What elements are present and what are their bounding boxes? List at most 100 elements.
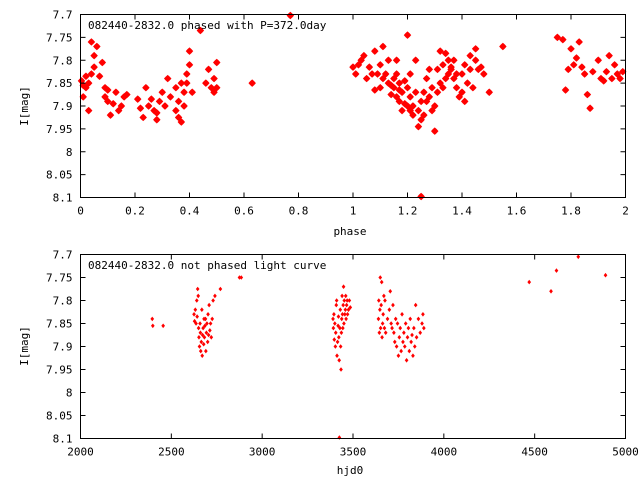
- raw-data-point: [394, 344, 399, 349]
- phased-data-point: [608, 74, 616, 83]
- raw-data-point: [192, 312, 196, 317]
- phased-data-point: [417, 192, 425, 201]
- raw-data-point: [400, 312, 404, 317]
- phased-data-point: [163, 74, 172, 83]
- phased-data-point: [433, 65, 442, 74]
- phased-y-tick-label: 8: [66, 146, 73, 159]
- phased-data-point: [87, 70, 96, 78]
- phased-data-point: [183, 79, 191, 87]
- phased-data-point: [144, 102, 153, 110]
- phased-data-point: [392, 56, 401, 64]
- phased-data-point: [499, 42, 507, 51]
- phased-data-point: [204, 65, 213, 74]
- phased-data-point: [390, 83, 398, 92]
- raw-data-point: [408, 316, 413, 322]
- phased-data-point: [398, 106, 406, 115]
- raw-data-point: [336, 314, 341, 319]
- phased-data-point: [594, 56, 602, 64]
- raw-data-point: [205, 321, 209, 326]
- phased-data-point: [439, 61, 447, 69]
- raw-data-point: [395, 321, 400, 326]
- phased-data-point: [210, 88, 218, 97]
- raw-data-point: [331, 325, 336, 331]
- raw-x-tick-label: 4500: [521, 446, 548, 459]
- phased-data-point: [387, 90, 395, 99]
- phased-data-point: [87, 38, 96, 46]
- raw-data-point: [338, 344, 343, 349]
- phased-data-point: [575, 38, 583, 46]
- phased-data-point: [561, 86, 570, 94]
- phased-data-point: [368, 70, 376, 78]
- raw-data-point: [202, 335, 207, 340]
- phased-data-point: [381, 70, 390, 78]
- phased-data-point: [101, 93, 109, 101]
- phased-data-point: [248, 79, 256, 87]
- raw-data-point: [345, 298, 350, 303]
- phased-data-point: [114, 106, 123, 115]
- phased-data-point: [469, 83, 477, 92]
- raw-data-point: [332, 312, 336, 317]
- raw-data-point: [414, 335, 419, 340]
- raw-data-point: [338, 307, 343, 312]
- raw-data-point: [336, 335, 341, 340]
- raw-data-point: [197, 335, 201, 340]
- raw-data-point: [410, 332, 414, 338]
- raw-data-point: [392, 339, 397, 345]
- phased-data-point: [112, 88, 120, 97]
- phased-data-point: [357, 56, 365, 64]
- raw-data-point: [342, 298, 347, 303]
- phased-data-point: [155, 97, 164, 106]
- phased-data-point: [450, 56, 458, 64]
- phased-data-point: [207, 83, 216, 92]
- phased-data-point: [172, 106, 180, 115]
- raw-data-point: [344, 316, 348, 322]
- phased-data-point: [202, 79, 210, 87]
- phased-data-point: [463, 79, 472, 87]
- raw-data-point: [383, 298, 387, 303]
- raw-x-tick-label: 4000: [431, 446, 458, 459]
- phased-data-point: [420, 88, 428, 97]
- raw-data-point: [398, 325, 403, 331]
- raw-y-tick-label: 8.05: [46, 410, 73, 423]
- raw-data-point: [332, 321, 337, 326]
- phased-data-point: [420, 111, 428, 119]
- raw-x-tick-label: 2000: [67, 446, 94, 459]
- raw-data-point: [343, 307, 348, 312]
- phased-data-point: [480, 70, 488, 78]
- raw-data-point: [407, 348, 412, 354]
- phased-data-point: [406, 106, 414, 115]
- raw-data-point: [420, 321, 424, 326]
- phased-data-point: [133, 95, 142, 103]
- phased-data-point: [351, 70, 360, 78]
- raw-y-tick-label: 7.7: [53, 249, 73, 262]
- phased-data-point: [106, 111, 115, 119]
- phased-data-point: [580, 70, 589, 78]
- phased-data-point: [428, 83, 436, 92]
- phased-x-tick-label: 0.8: [289, 205, 309, 218]
- raw-data-point: [379, 279, 384, 285]
- phased-data-point: [136, 104, 145, 113]
- phased-data-point: [619, 67, 627, 76]
- raw-data-point: [380, 335, 384, 340]
- phased-data-point: [82, 72, 90, 80]
- raw-data-point: [399, 348, 403, 354]
- phased-data-point: [166, 93, 175, 101]
- raw-data-point: [402, 330, 406, 335]
- phased-data-point: [460, 61, 469, 69]
- phased-data-point: [578, 63, 586, 71]
- phased-y-tick-label: 7.75: [46, 31, 73, 44]
- raw-data-point: [200, 353, 205, 358]
- phased-axis-ticks: 0 0.2 0.4 0.6 0.8 1 1.2 1.4 1.6 1.8 2 7.7 7.75 7.8 7.8…: [46, 9, 629, 218]
- phased-data-point: [599, 77, 608, 85]
- raw-data-point: [380, 321, 385, 326]
- phased-data-point: [392, 70, 401, 78]
- raw-data-point: [378, 325, 383, 331]
- raw-x-tick-label: 3000: [249, 446, 276, 459]
- raw-data-point: [411, 353, 415, 358]
- phased-data-point: [444, 56, 453, 64]
- phased-data-point: [436, 47, 444, 55]
- phased-data-point: [439, 83, 447, 92]
- raw-data-point: [390, 325, 394, 331]
- phased-data-point: [172, 83, 180, 92]
